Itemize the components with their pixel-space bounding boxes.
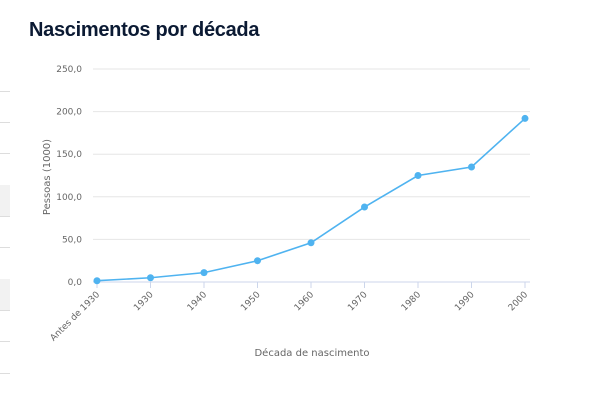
- data-point[interactable]: [361, 203, 368, 211]
- data-point[interactable]: [468, 163, 475, 171]
- cropped-side-table: [0, 0, 10, 400]
- x-tick-label: 1950: [239, 290, 262, 313]
- x-tick-label: 1970: [346, 290, 369, 313]
- x-tick-label: 2000: [507, 290, 530, 313]
- series-line: [96, 117, 526, 282]
- y-tick-label: 100,0: [56, 193, 82, 203]
- x-tick-label: 1980: [400, 290, 423, 313]
- y-tick-label: 0,0: [68, 278, 83, 288]
- x-axis-label: Década de nascimento: [254, 347, 369, 359]
- data-point[interactable]: [307, 239, 315, 247]
- y-tick-label: 250,0: [56, 65, 82, 75]
- data-point[interactable]: [147, 274, 154, 282]
- x-tick-label: 1930: [132, 290, 155, 313]
- x-tick-label: Antes de 1930: [49, 290, 103, 344]
- data-point[interactable]: [254, 257, 261, 265]
- y-tick-label: 150,0: [56, 150, 82, 160]
- y-tick-label: 200,0: [56, 108, 82, 118]
- x-tick-label: 1940: [186, 290, 209, 313]
- y-axis-label: Pessoas (1000): [42, 139, 53, 215]
- y-tick-label: 50,0: [62, 235, 82, 245]
- data-point[interactable]: [200, 269, 208, 277]
- chart-title: Nascimentos por década: [29, 19, 260, 41]
- x-tick-label: 1990: [453, 290, 476, 313]
- data-point[interactable]: [93, 277, 101, 285]
- data-point[interactable]: [414, 172, 422, 179]
- x-tick-label: 1960: [293, 290, 316, 313]
- data-point[interactable]: [521, 114, 529, 122]
